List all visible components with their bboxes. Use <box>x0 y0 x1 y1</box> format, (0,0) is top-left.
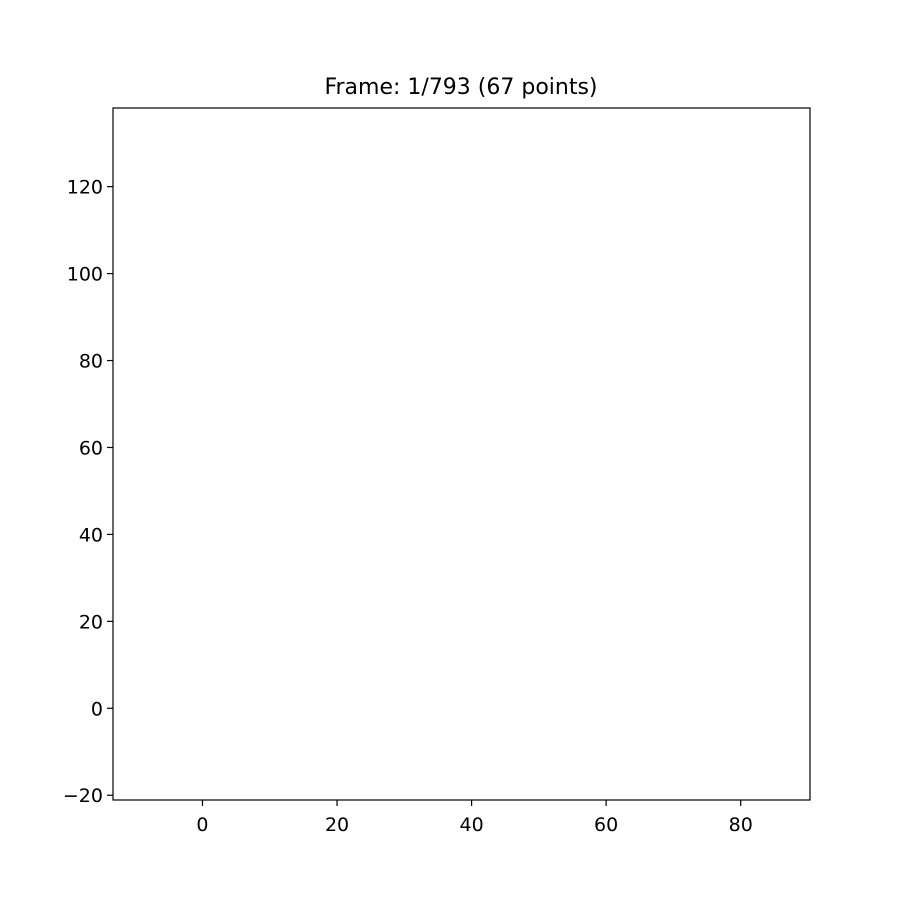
y-tick-label: 100 <box>67 264 103 286</box>
x-tick-label: 80 <box>729 814 753 836</box>
x-tick-label: 20 <box>325 814 349 836</box>
y-tick-label: 0 <box>91 698 103 720</box>
x-tick-label: 60 <box>594 814 618 836</box>
y-tick-label: 40 <box>79 524 103 546</box>
y-tick-label: 120 <box>67 177 103 199</box>
y-tick-label: 60 <box>79 437 103 459</box>
y-axis: −20 0 20 40 60 80 100 120 <box>63 177 113 807</box>
y-tick-label: −20 <box>63 785 103 807</box>
x-tick-label: 40 <box>459 814 483 836</box>
x-axis: 0 20 40 60 80 <box>196 800 753 836</box>
y-tick-label: 20 <box>79 611 103 633</box>
chart-title: Frame: 1/793 (67 points) <box>324 75 597 100</box>
y-tick-label: 80 <box>79 351 103 373</box>
x-tick-label: 0 <box>196 814 208 836</box>
axes-frame <box>112 107 811 801</box>
